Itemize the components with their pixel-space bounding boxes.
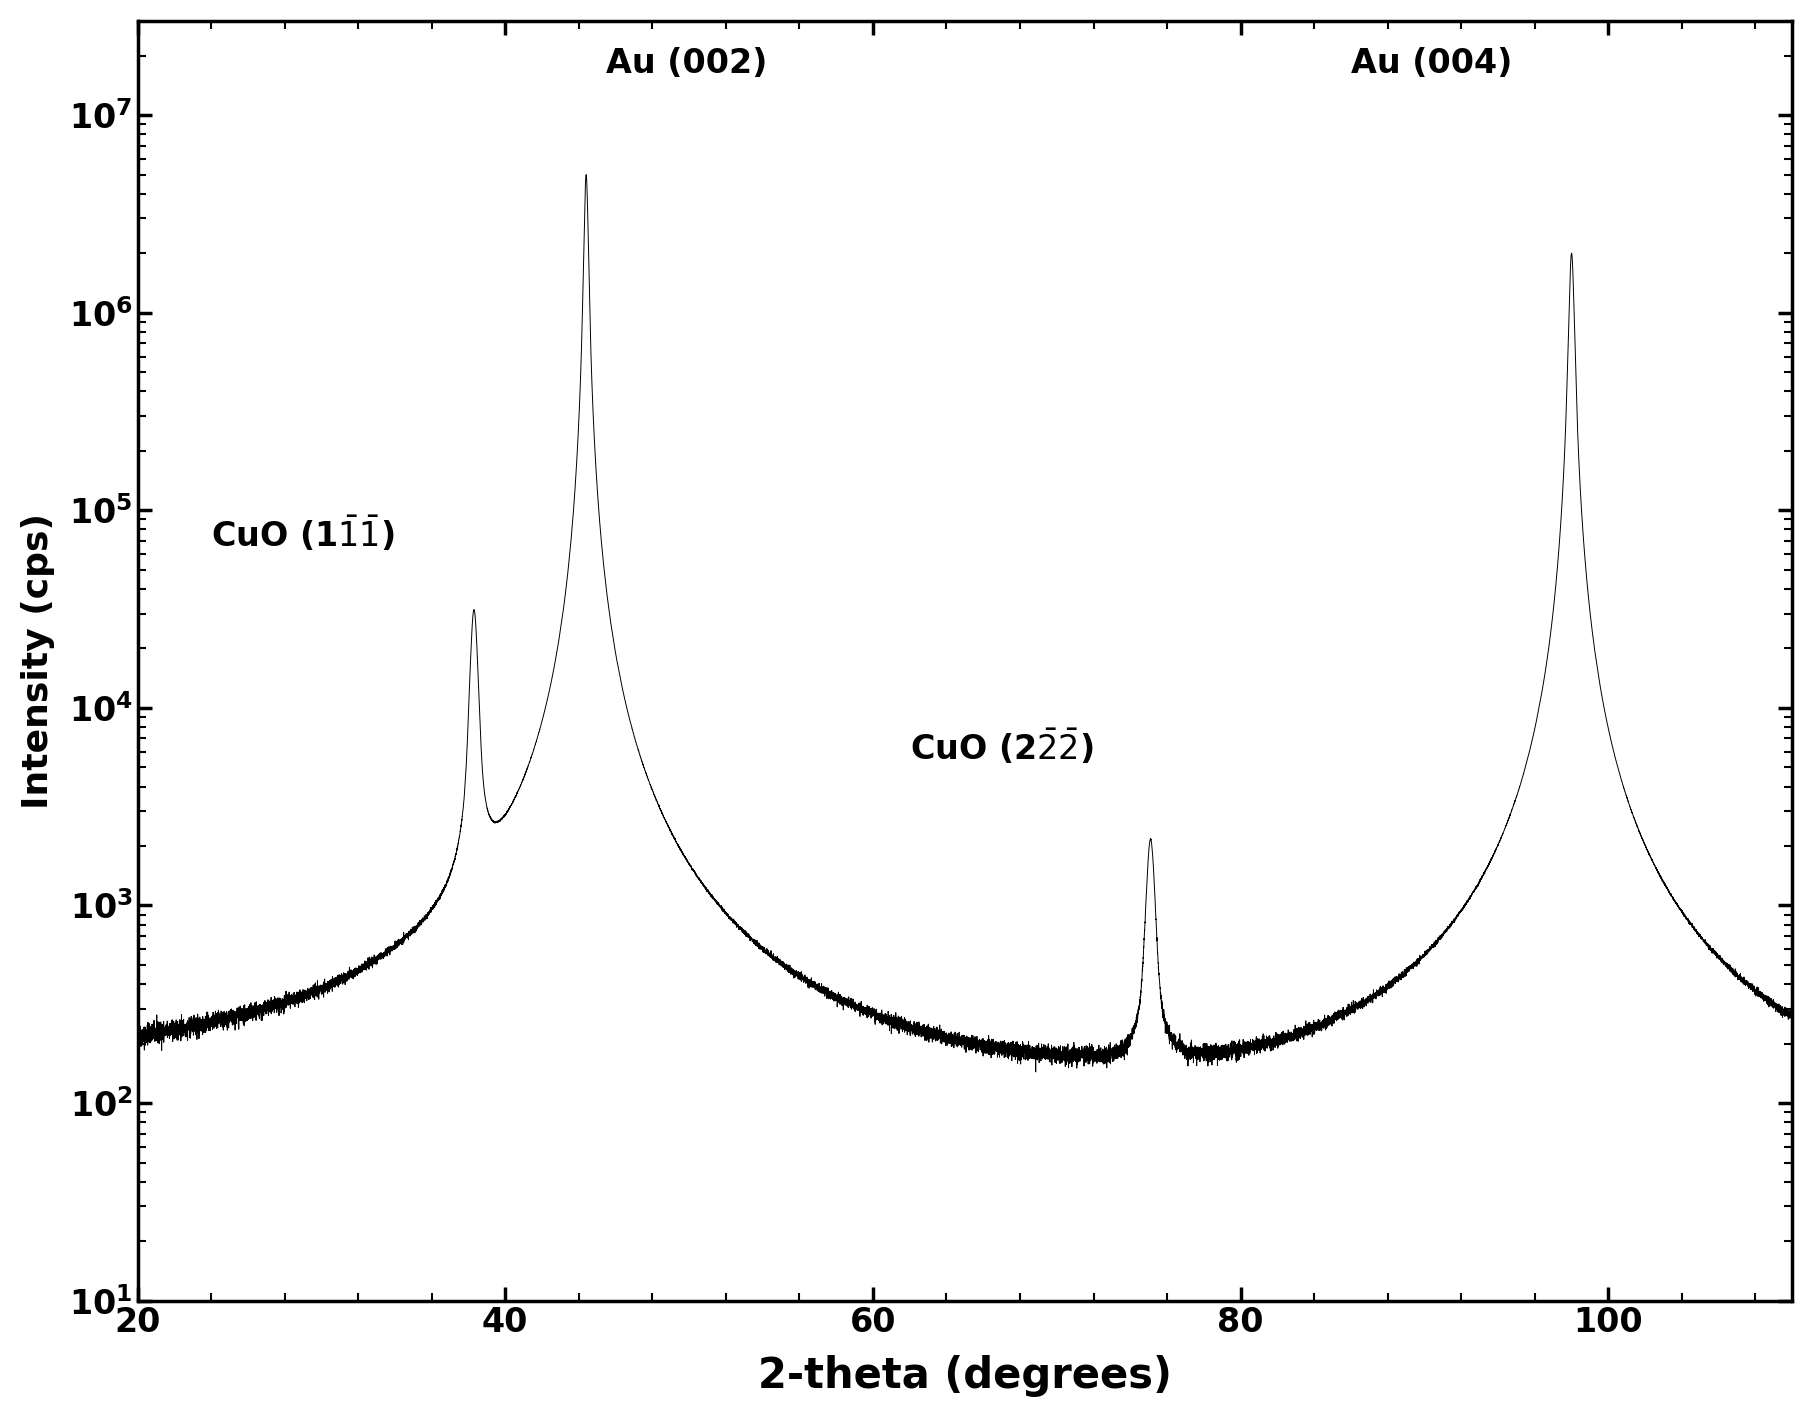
Y-axis label: Intensity (cps): Intensity (cps) [20, 513, 54, 808]
Text: CuO (1$\bar{1}\bar{1}$): CuO (1$\bar{1}\bar{1}$) [210, 515, 395, 554]
Text: Au (002): Au (002) [606, 47, 767, 81]
Text: Au (004): Au (004) [1351, 47, 1512, 81]
X-axis label: 2-theta (degrees): 2-theta (degrees) [758, 1356, 1171, 1397]
Text: CuO (2$\bar{2}\bar{2}$): CuO (2$\bar{2}\bar{2}$) [910, 727, 1093, 767]
